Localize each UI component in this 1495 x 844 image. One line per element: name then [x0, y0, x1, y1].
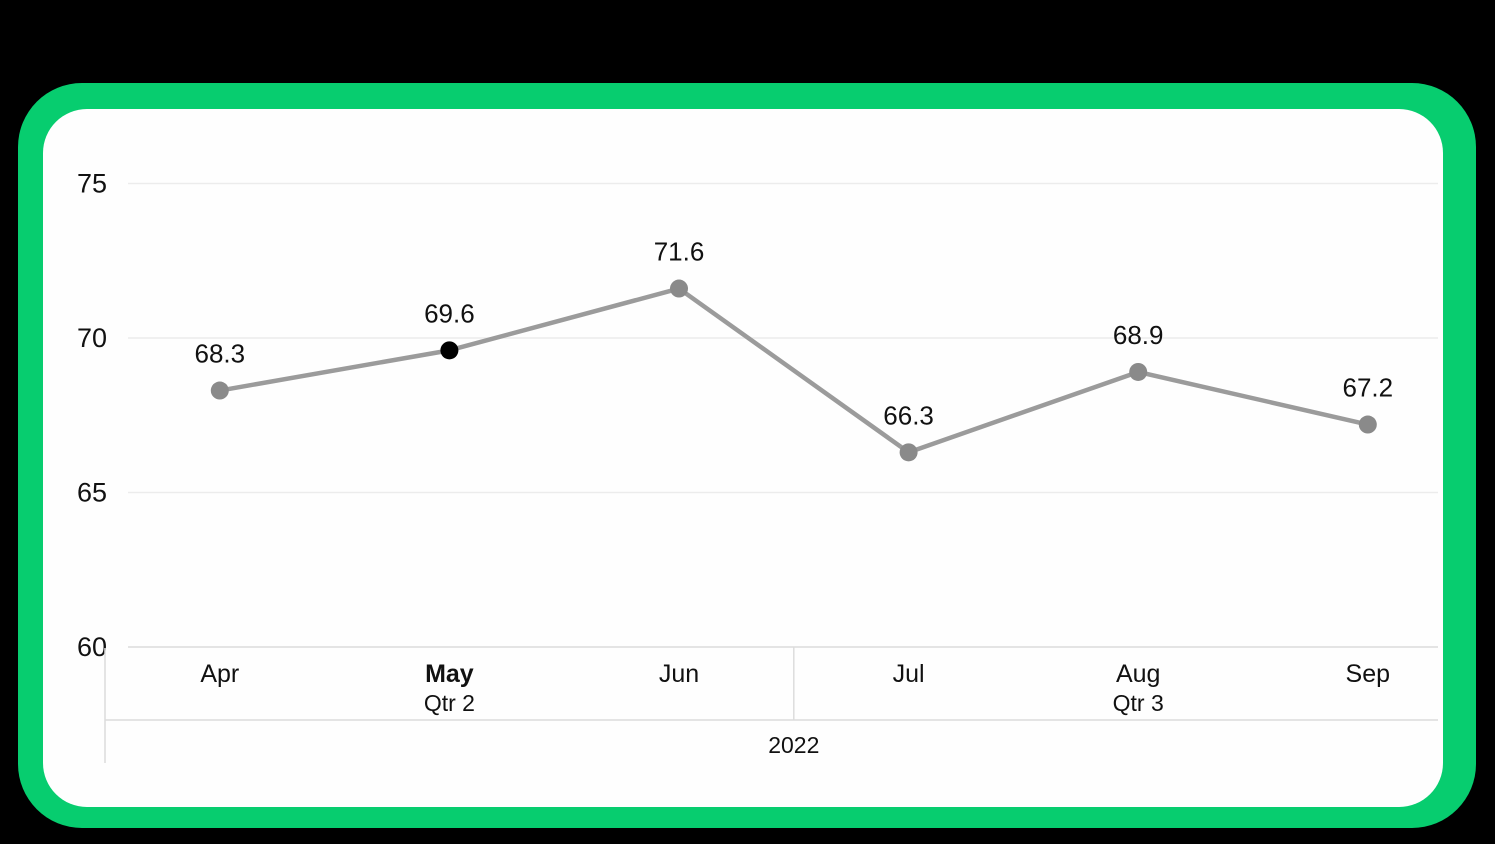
year-label: 2022 — [768, 732, 819, 758]
data-point-may-selected[interactable] — [440, 341, 459, 360]
x-tick-label-jun: Jun — [659, 660, 699, 688]
trend-line-chart: 60 65 70 75 68.3 Apr 69.6 May 71.6 Jun 66.3 Jul 68.9… — [77, 169, 1438, 763]
trend-line — [219, 286, 1369, 455]
data-point-sep[interactable] — [1358, 415, 1377, 434]
data-point-apr[interactable] — [210, 381, 229, 400]
data-label-jun: 71.6 — [654, 237, 705, 267]
data-label-apr: 68.3 — [194, 339, 245, 369]
y-tick-label-65: 65 — [77, 478, 107, 508]
x-tick-label-may: May — [425, 660, 474, 688]
chart-card-border: 60 65 70 75 68.3 Apr 69.6 May 71.6 Jun 66.3 Jul 68.9… — [18, 83, 1476, 828]
y-tick-label-75: 75 — [77, 169, 107, 199]
y-tick-label-60: 60 — [77, 632, 107, 662]
quarter-label-qtr-3: Qtr 3 — [1113, 690, 1164, 716]
x-tick-label-jul: Jul — [893, 660, 925, 688]
data-label-sep: 67.2 — [1342, 373, 1393, 403]
quarter-label-qtr-2: Qtr 2 — [424, 690, 475, 716]
data-point-aug[interactable] — [1129, 362, 1148, 381]
x-tick-label-apr: Apr — [200, 660, 239, 688]
data-label-may: 69.6 — [424, 298, 475, 328]
data-point-jun[interactable] — [670, 279, 688, 298]
y-tick-label-70: 70 — [77, 323, 107, 353]
x-tick-label-sep: Sep — [1346, 660, 1390, 688]
data-point-jul[interactable] — [899, 443, 918, 462]
chart-card: 60 65 70 75 68.3 Apr 69.6 May 71.6 Jun 66.3 Jul 68.9… — [43, 109, 1443, 807]
data-label-aug: 68.9 — [1113, 320, 1164, 350]
x-tick-label-aug: Aug — [1116, 660, 1160, 688]
data-label-jul: 66.3 — [883, 400, 934, 430]
